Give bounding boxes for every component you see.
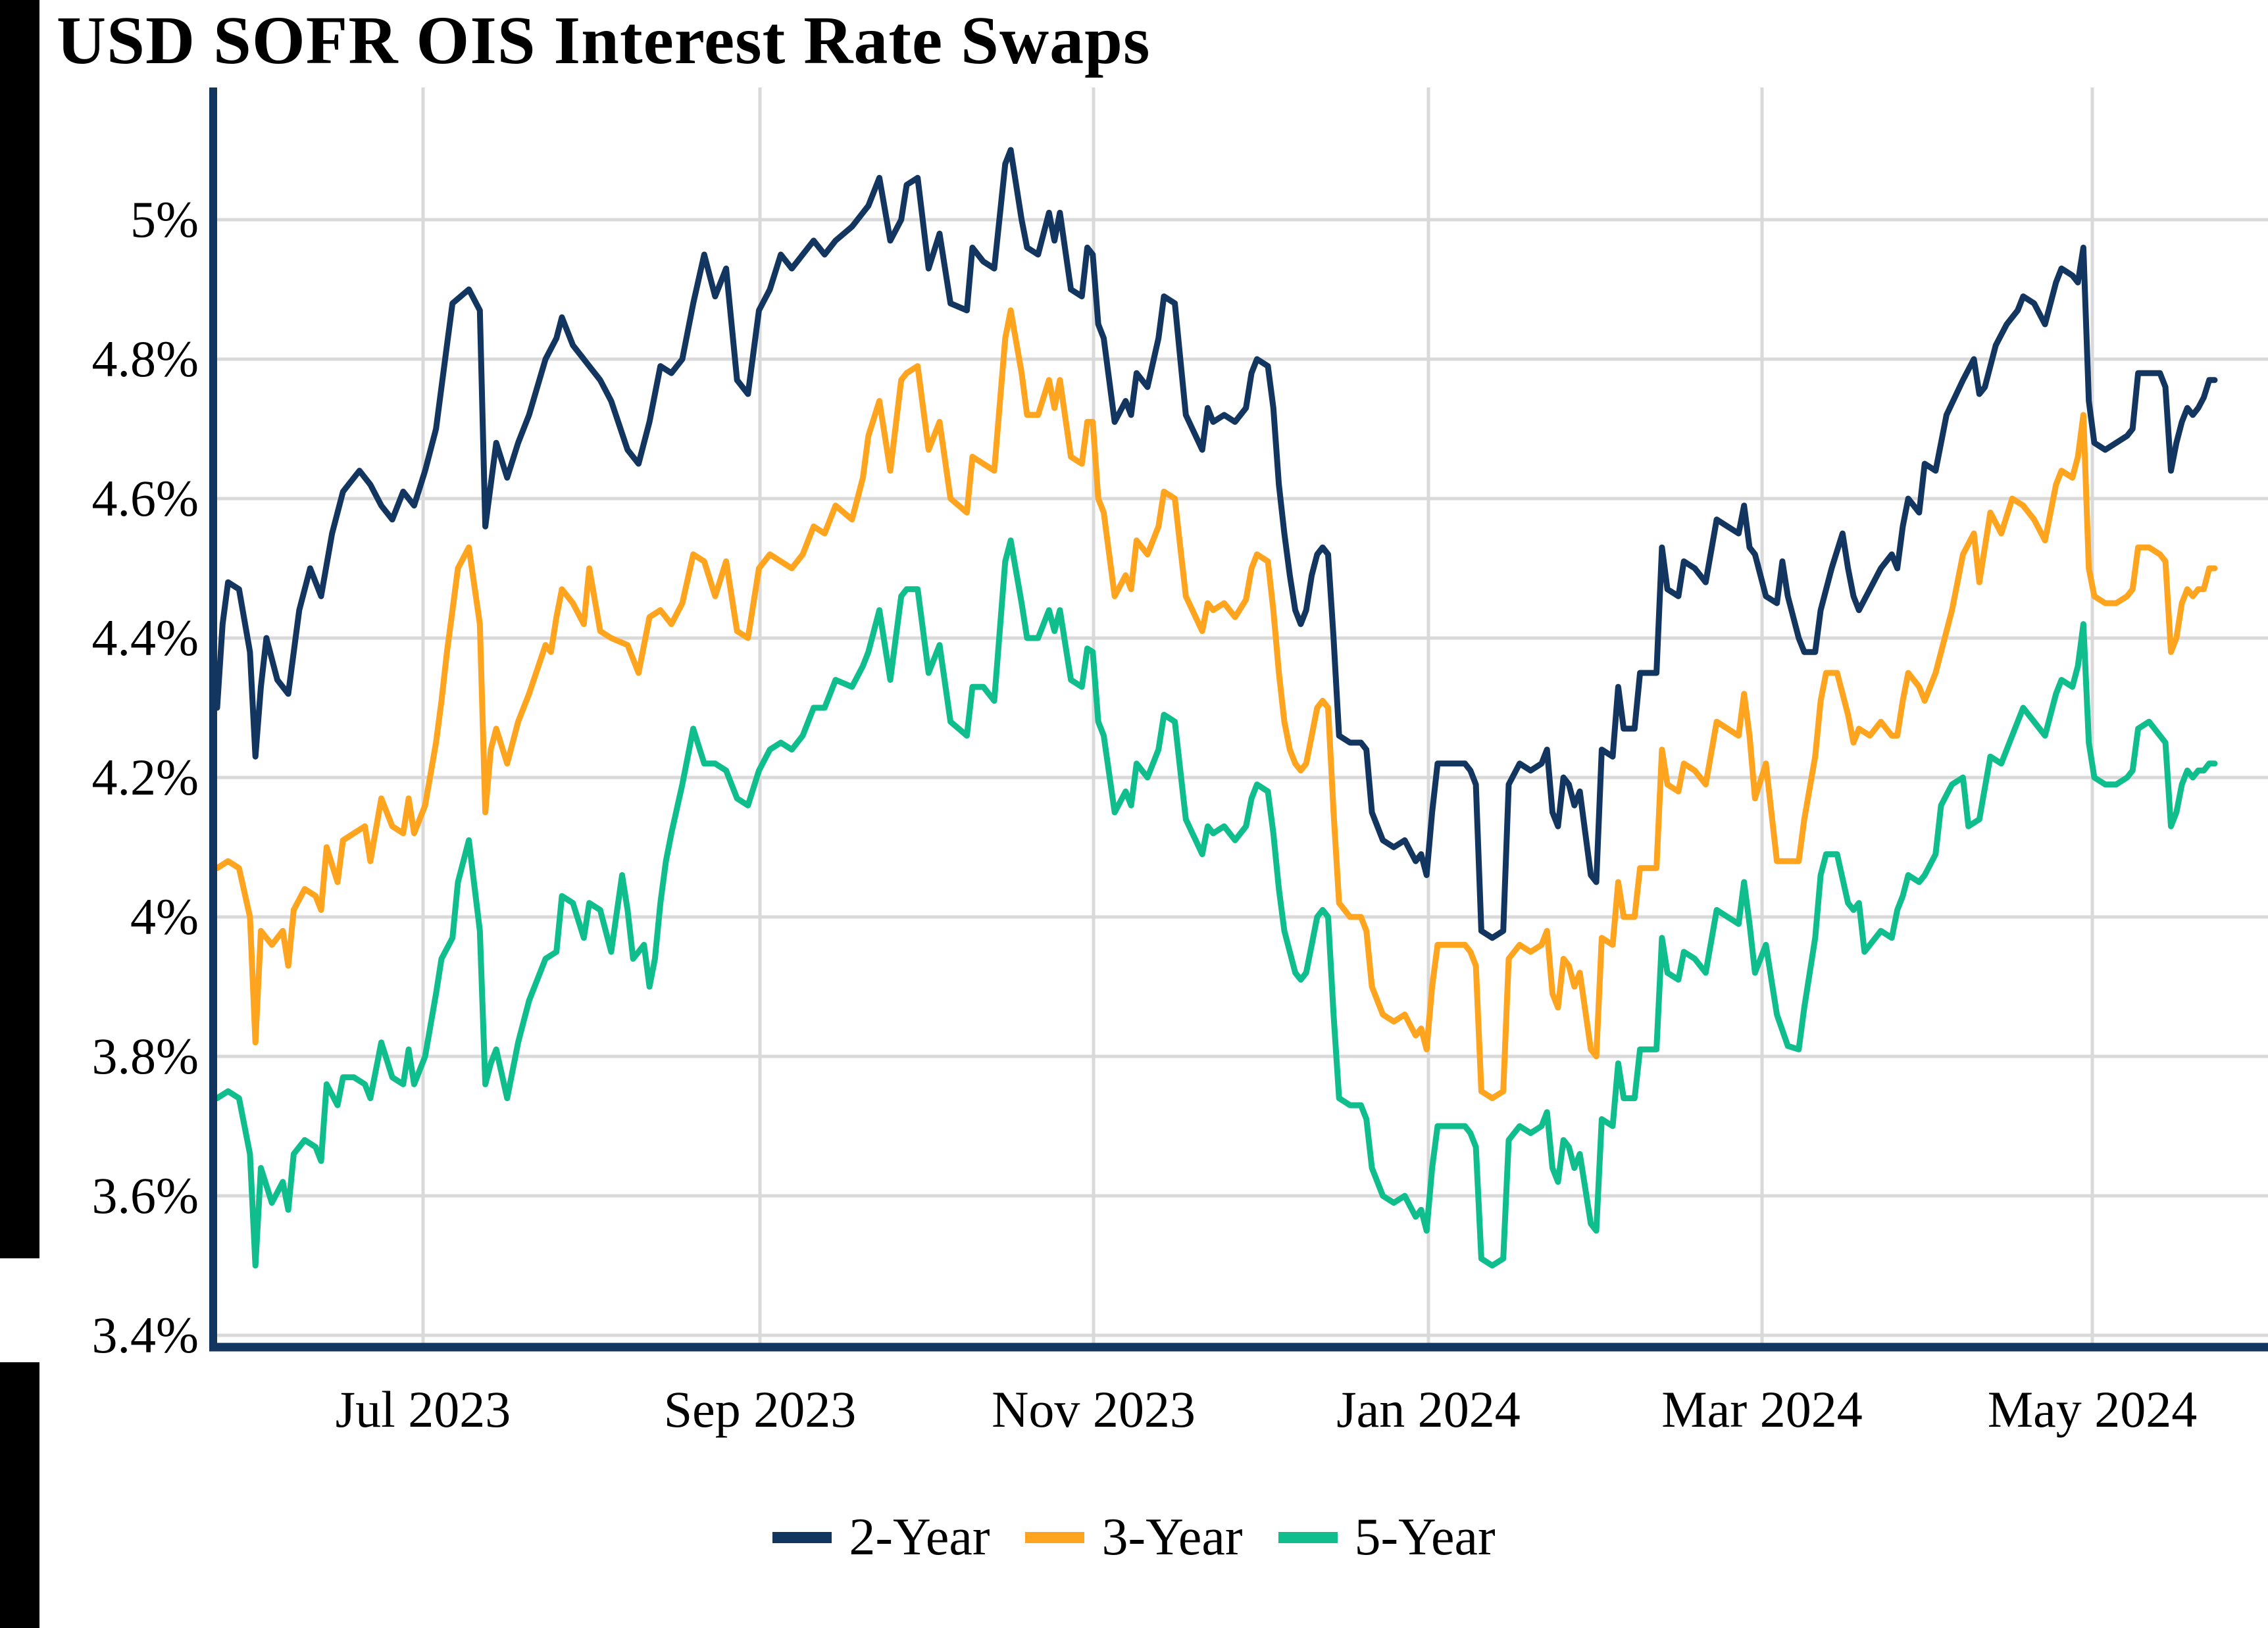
legend-swatch-2-year: [772, 1532, 832, 1543]
y-tick-label-4.6%: 4.6%: [91, 470, 199, 527]
x-tick-label-sep-2023: Sep 2023: [663, 1381, 857, 1438]
y-tick-label-4.8%: 4.8%: [91, 330, 199, 387]
y-tick-label-4%: 4%: [130, 888, 199, 945]
series-line-5-year: [214, 537, 2218, 1269]
y-tick-label-3.8%: 3.8%: [91, 1027, 199, 1085]
legend-swatch-5-year: [1278, 1532, 1338, 1543]
x-tick-label-mar-2024: Mar 2024: [1661, 1381, 1863, 1438]
legend-item-3-year: 3-Year: [1025, 1508, 1243, 1567]
x-tick-label-jul-2023: Jul 2023: [335, 1381, 511, 1438]
legend-label-2-year: 2-Year: [849, 1508, 990, 1566]
x-tick-label-nov-2023: Nov 2023: [992, 1381, 1196, 1438]
y-tick-label-3.4%: 3.4%: [91, 1306, 199, 1364]
y-tick-label-3.6%: 3.6%: [91, 1167, 199, 1224]
chart-title: USD SOFR OIS Interest Rate Swaps: [57, 3, 1151, 78]
legend-swatch-3-year: [1025, 1532, 1085, 1543]
legend-label-5-year: 5-Year: [1354, 1508, 1496, 1566]
left-black-bar-bottom: [0, 1362, 39, 1628]
y-tick-label-4.2%: 4.2%: [91, 749, 199, 806]
y-tick-label-5%: 5%: [130, 191, 199, 248]
series-line-2-year: [214, 147, 2218, 941]
legend-label-3-year: 3-Year: [1101, 1508, 1243, 1566]
series-line-3-year: [214, 307, 2218, 1102]
legend: 2-Year 3-Year 5-Year: [0, 1508, 2268, 1567]
x-tick-label-jan-2024: Jan 2024: [1336, 1381, 1521, 1438]
legend-item-5-year: 5-Year: [1278, 1508, 1496, 1567]
y-tick-label-4.4%: 4.4%: [91, 609, 199, 666]
legend-item-2-year: 2-Year: [772, 1508, 990, 1567]
left-black-bar-top: [0, 0, 39, 1258]
x-tick-label-may-2024: May 2024: [1987, 1381, 2198, 1438]
